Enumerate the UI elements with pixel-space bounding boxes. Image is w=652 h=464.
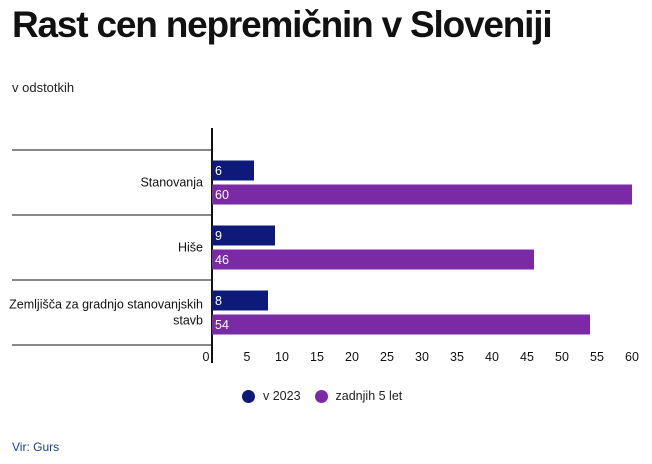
legend-item-v2023: v 2023 bbox=[242, 389, 301, 403]
legend-swatch-v2023 bbox=[242, 389, 255, 403]
x-tick-label: 35 bbox=[450, 350, 464, 364]
category-label: stavb bbox=[173, 314, 203, 328]
legend-swatch-zadnjih-5-let bbox=[314, 389, 328, 403]
x-tick-label: 15 bbox=[310, 350, 324, 364]
x-tick-label: 25 bbox=[380, 350, 394, 364]
x-tick-label: 20 bbox=[345, 350, 359, 364]
x-tick-label: 60 bbox=[625, 350, 639, 364]
data-label: 54 bbox=[215, 318, 229, 332]
x-tick-label: 40 bbox=[485, 350, 499, 364]
x-tick-label: 5 bbox=[244, 350, 251, 364]
x-tick-label: 0 bbox=[203, 350, 210, 364]
bar-v2023 bbox=[212, 160, 254, 181]
bar-v2023 bbox=[212, 290, 268, 311]
source-note: Vir: Gurs bbox=[12, 440, 60, 454]
legend-label-zadnjih-5-let: zadnjih 5 let bbox=[335, 389, 403, 403]
data-label: 60 bbox=[215, 188, 229, 202]
bar-v2023 bbox=[212, 225, 275, 246]
bar-zadnjih-5-let bbox=[212, 249, 534, 270]
data-label: 46 bbox=[215, 253, 229, 267]
legend-item-zadnjih-5-let: zadnjih 5 let bbox=[314, 389, 403, 403]
bar-chart: Stanovanja 6 60 Hiše 9 46 Zemljišča za gradnjo… bbox=[9, 128, 639, 364]
chart-subtitle: v odstotkih bbox=[12, 80, 75, 95]
data-label: 8 bbox=[215, 294, 222, 308]
category-label: Hiše bbox=[178, 241, 203, 255]
x-tick-label: 10 bbox=[275, 350, 289, 364]
bar-zadnjih-5-let bbox=[212, 314, 590, 335]
chart-title: Rast cen nepremičnin v Sloveniji bbox=[12, 4, 553, 45]
data-label: 6 bbox=[215, 164, 222, 178]
category-label: Stanovanja bbox=[140, 176, 203, 190]
data-label: 9 bbox=[215, 229, 222, 243]
x-tick-label: 50 bbox=[555, 350, 569, 364]
x-tick-label: 55 bbox=[590, 350, 604, 364]
x-tick-label: 30 bbox=[415, 350, 429, 364]
legend-label-v2023: v 2023 bbox=[263, 389, 301, 403]
bar-zadnjih-5-let bbox=[212, 184, 632, 205]
category-label: Zemljišča za gradnjo stanovanjskih bbox=[9, 298, 203, 312]
x-tick-label: 45 bbox=[520, 350, 534, 364]
legend: v 2023 zadnjih 5 let bbox=[242, 389, 416, 403]
